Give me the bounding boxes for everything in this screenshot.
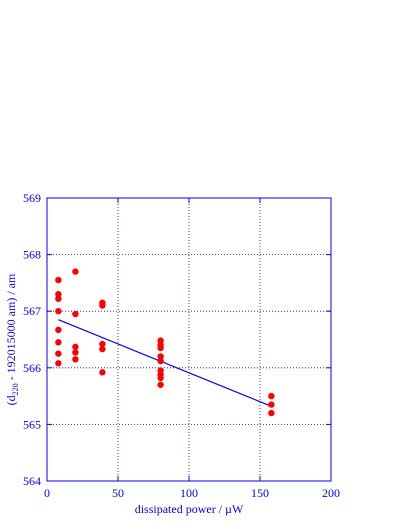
data-point	[157, 381, 164, 388]
data-point	[72, 268, 79, 275]
x-tick-label: 100	[180, 486, 198, 500]
y-axis-title-subscript: 220	[11, 383, 20, 395]
data-point	[55, 360, 62, 367]
data-point	[157, 374, 164, 382]
data-point	[55, 276, 62, 284]
x-tick-label: 0	[44, 486, 50, 500]
data-point	[55, 295, 62, 302]
x-axis-title: dissipated power / µW	[135, 502, 244, 516]
y-tick-label: 568	[23, 248, 41, 262]
data-point	[99, 340, 106, 348]
y-axis-title-suffix: - 192015000 am) / am	[4, 273, 18, 383]
data-point	[72, 310, 79, 318]
data-point	[157, 337, 164, 344]
data-point	[99, 369, 106, 376]
y-tick-label: 565	[23, 417, 41, 431]
y-tick-label: 566	[23, 361, 41, 375]
axis-ticks	[46, 197, 332, 482]
y-tick-label: 567	[23, 304, 41, 318]
data-point	[157, 357, 164, 365]
x-tick-label: 200	[322, 486, 340, 500]
y-tick-label: 564	[23, 474, 41, 488]
fit-line	[58, 319, 272, 407]
fit-line-layer	[58, 319, 272, 407]
x-tick-label: 50	[112, 486, 124, 500]
data-point	[72, 349, 79, 356]
x-tick-label: 150	[251, 486, 269, 500]
data-point	[99, 302, 106, 309]
data-point	[55, 291, 62, 298]
y-axis-title: (d220 - 192015000 am) / am	[4, 273, 20, 405]
data-point	[157, 353, 164, 360]
y-axis-title-prefix: (d	[4, 395, 18, 405]
data-point	[268, 392, 275, 400]
data-point	[157, 344, 164, 352]
data-point	[72, 356, 79, 363]
data-point	[55, 339, 62, 346]
data-point	[55, 326, 62, 334]
data-point	[99, 345, 106, 353]
data-point	[268, 409, 275, 417]
data-points	[55, 268, 275, 417]
y-tick-label: 569	[23, 191, 41, 205]
grid-lines	[47, 198, 331, 481]
data-point	[55, 350, 62, 357]
x-tick-labels: 0 50 100 150 200	[44, 486, 340, 500]
y-tick-labels: 564 565 566 567 568 569	[23, 191, 41, 488]
data-point	[268, 401, 275, 408]
data-point	[72, 343, 79, 351]
data-point	[55, 308, 62, 315]
